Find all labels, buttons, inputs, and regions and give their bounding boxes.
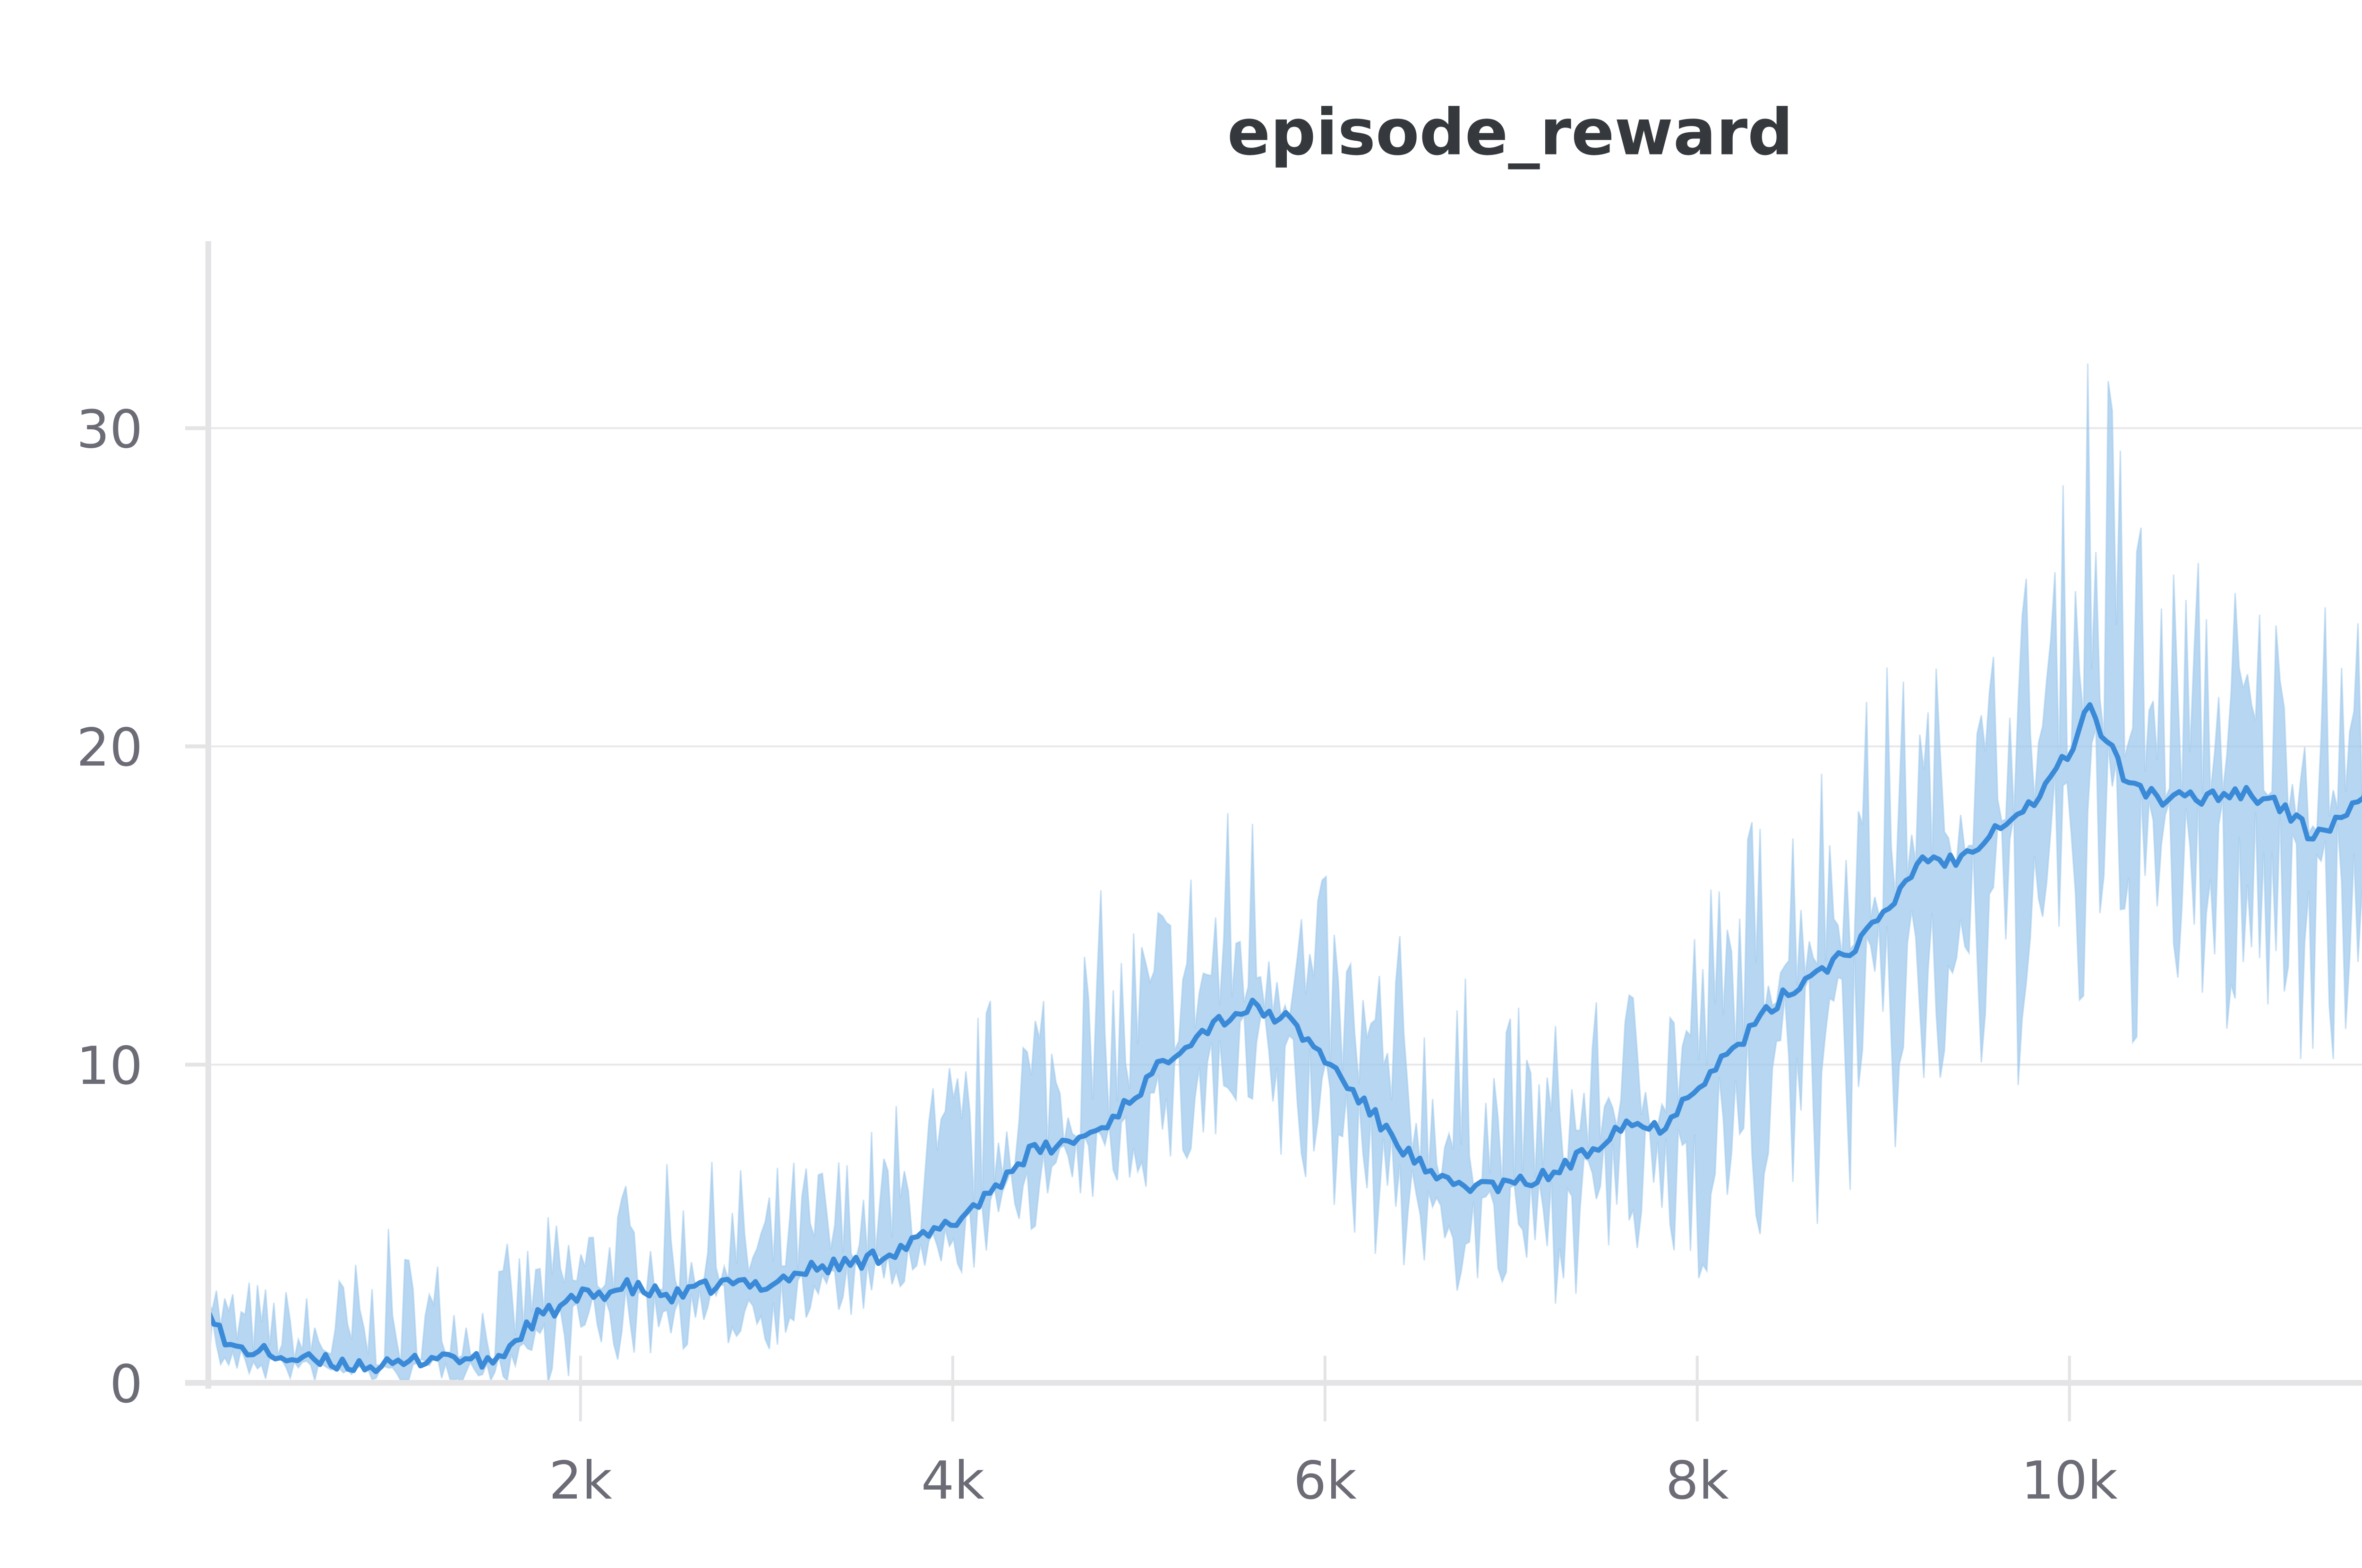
raw-data-band <box>207 363 2362 1383</box>
y-tick-label: 30 <box>77 399 143 460</box>
y-tick-label: 20 <box>77 717 143 778</box>
gridlines <box>208 427 2362 1066</box>
y-tick-label: 0 <box>110 1354 143 1415</box>
x-tick-label: 4k <box>921 1450 984 1511</box>
x-axis-ticks: 2k4k6k8k10k12k14k <box>549 1355 2118 1511</box>
y-axis-ticks: 0 10 20 30 <box>77 399 208 1415</box>
raw-values-area <box>207 363 2362 1383</box>
chart-title: episode_reward <box>1227 95 1793 170</box>
x-tick-label: 8k <box>1666 1450 1729 1511</box>
x-tick-label: 6k <box>1293 1450 1357 1511</box>
y-tick-label: 10 <box>77 1036 143 1096</box>
x-tick-label: 2k <box>549 1450 612 1511</box>
smoothed-line[interactable] <box>206 648 2362 1374</box>
x-tick-label: 10k <box>2021 1450 2118 1511</box>
